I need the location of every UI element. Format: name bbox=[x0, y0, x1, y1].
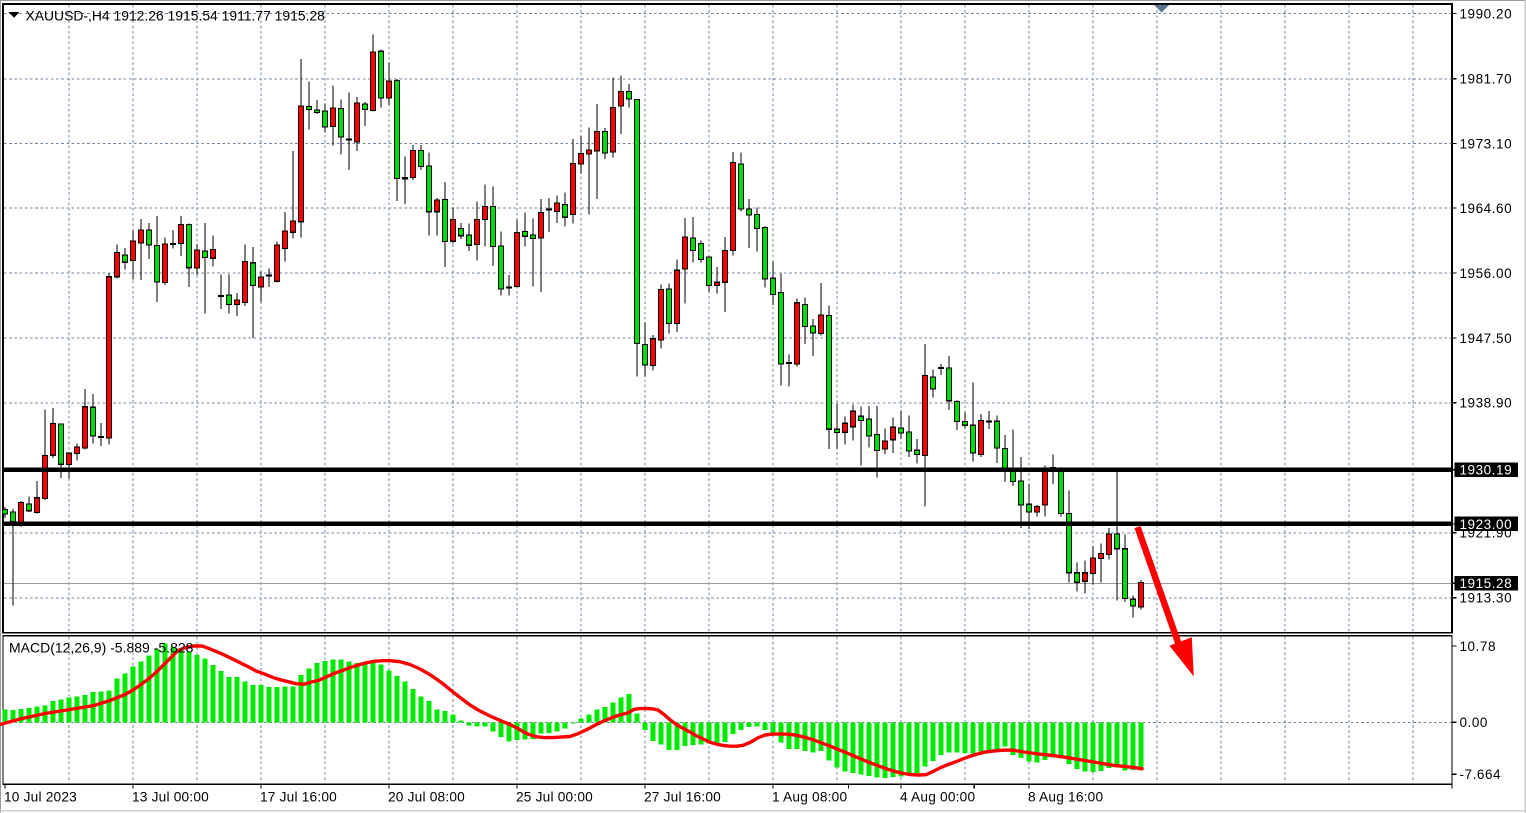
svg-text:1956.00: 1956.00 bbox=[1460, 266, 1513, 281]
svg-text:1930.19: 1930.19 bbox=[1460, 463, 1513, 478]
svg-text:25 Jul 00:00: 25 Jul 00:00 bbox=[516, 789, 593, 804]
svg-text:8 Aug 16:00: 8 Aug 16:00 bbox=[1028, 789, 1103, 804]
svg-text:17 Jul 16:00: 17 Jul 16:00 bbox=[260, 789, 337, 804]
svg-text:1938.90: 1938.90 bbox=[1460, 396, 1513, 411]
svg-text:10.78: 10.78 bbox=[1460, 639, 1497, 654]
svg-text:0.00: 0.00 bbox=[1460, 715, 1488, 730]
svg-text:1923.00: 1923.00 bbox=[1460, 517, 1513, 532]
svg-text:1981.70: 1981.70 bbox=[1460, 72, 1513, 87]
svg-text:1964.60: 1964.60 bbox=[1460, 201, 1513, 216]
svg-text:MACD(12,26,9) -5.889 -5.828: MACD(12,26,9) -5.889 -5.828 bbox=[9, 640, 194, 656]
svg-text:1947.50: 1947.50 bbox=[1460, 331, 1513, 346]
svg-text:1913.30: 1913.30 bbox=[1460, 591, 1513, 606]
svg-text:27 Jul 16:00: 27 Jul 16:00 bbox=[644, 789, 721, 804]
svg-text:1973.10: 1973.10 bbox=[1460, 136, 1513, 151]
svg-text:1915.28: 1915.28 bbox=[1460, 576, 1513, 591]
svg-text:1 Aug 08:00: 1 Aug 08:00 bbox=[772, 789, 847, 804]
svg-text:20 Jul 08:00: 20 Jul 08:00 bbox=[388, 789, 465, 804]
svg-text:-7.664: -7.664 bbox=[1460, 767, 1502, 782]
svg-text:1990.20: 1990.20 bbox=[1460, 6, 1513, 21]
svg-text:10 Jul 2023: 10 Jul 2023 bbox=[4, 789, 77, 804]
svg-text:XAUUSD-,H4 1912.26 1915.54 191: XAUUSD-,H4 1912.26 1915.54 1911.77 1915.… bbox=[26, 7, 326, 23]
svg-text:4 Aug 00:00: 4 Aug 00:00 bbox=[900, 789, 975, 804]
svg-text:13 Jul 00:00: 13 Jul 00:00 bbox=[132, 789, 209, 804]
